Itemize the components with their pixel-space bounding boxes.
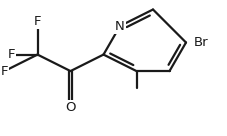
Text: F: F bbox=[34, 15, 41, 28]
Text: F: F bbox=[1, 65, 8, 78]
Text: N: N bbox=[115, 19, 125, 33]
Text: F: F bbox=[7, 48, 15, 61]
Text: O: O bbox=[65, 101, 76, 114]
Text: Br: Br bbox=[194, 36, 209, 49]
